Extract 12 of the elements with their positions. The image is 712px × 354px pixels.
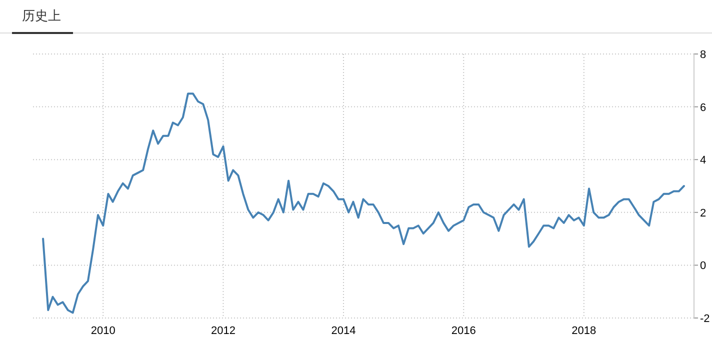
ytick: 6 <box>700 102 706 114</box>
xtick: 2014 <box>331 325 356 337</box>
ytick: 8 <box>700 49 706 61</box>
ytick: -2 <box>700 313 710 325</box>
title: 历史上 <box>22 8 61 23</box>
ytick: 0 <box>700 260 706 272</box>
xtick: 2018 <box>572 325 596 337</box>
xtick: 2010 <box>90 325 116 337</box>
xtick: 2012 <box>210 325 236 337</box>
xtick: 2016 <box>451 325 476 337</box>
ytick: 2 <box>700 207 706 220</box>
ytick: 4 <box>700 154 706 167</box>
